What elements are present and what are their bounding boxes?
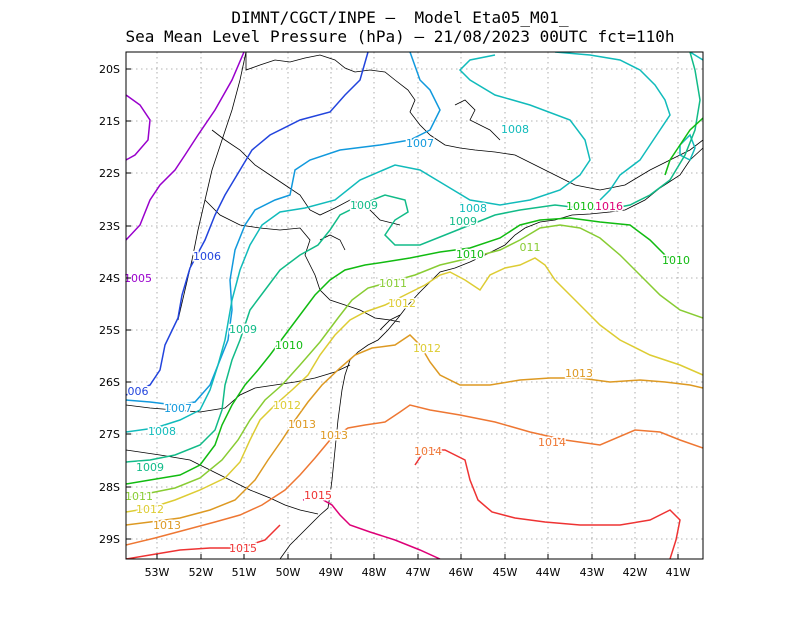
x-tick-label: 44W <box>536 566 561 579</box>
isobar-label-1013: 1013 <box>153 519 181 532</box>
isobar-1009 <box>126 52 701 463</box>
y-tick-label: 29S <box>99 533 120 546</box>
isobar-label-1012: 1012 <box>273 399 301 412</box>
isobar-1008 <box>126 52 703 433</box>
isobar-label-1014: 1014 <box>414 445 442 458</box>
isobar-label-1008: 1008 <box>501 123 529 136</box>
isobar-label-1006: 1006 <box>193 250 221 263</box>
isobar-1007 <box>126 52 441 406</box>
state-border-sc-pr <box>126 364 351 413</box>
y-tick-label: 23S <box>99 220 120 233</box>
x-tick-label: 50W <box>276 566 301 579</box>
isobar-label-1011: 1011 <box>379 277 407 290</box>
x-tick-label: 51W <box>232 566 257 579</box>
isobar-1011 <box>126 224 703 499</box>
isobar-label-1010: 1010 <box>566 200 594 213</box>
isobar-label-1009: 1009 <box>136 461 164 474</box>
isobar-1014 <box>126 404 703 546</box>
isobar-label-1007: 1007 <box>164 402 192 415</box>
isobar-1006 <box>126 52 369 396</box>
isobar-label-1008: 1008 <box>148 425 176 438</box>
state-border-pr-sp <box>204 199 401 323</box>
isobar-1005 <box>126 52 245 241</box>
y-tick-label: 24S <box>99 272 120 285</box>
isobar-label-1016: 1016 <box>595 200 623 213</box>
map-title-line-2: Sea Mean Level Pressure (hPa) – 21/08/20… <box>125 27 675 46</box>
x-tick-label: 49W <box>319 566 344 579</box>
state-border-rs-sc <box>126 449 319 515</box>
isobar-1016 <box>302 496 441 559</box>
isobar-label-1010: 1010 <box>662 254 690 267</box>
x-tick-label: 52W <box>189 566 214 579</box>
isobars <box>126 52 703 559</box>
lake-features <box>319 99 501 331</box>
x-tick-label: 48W <box>362 566 387 579</box>
map-title-line-1: DIMNT/CGCT/INPE – Model Eta05_M01_ <box>231 8 569 27</box>
state-border-north <box>245 52 431 136</box>
isobar-label-006: 006 <box>128 385 149 398</box>
y-tick-label: 26S <box>99 376 120 389</box>
map-frame <box>125 51 704 560</box>
y-tick-label: 28S <box>99 481 120 494</box>
isobar-label-1012: 1012 <box>136 503 164 516</box>
x-tick-label: 42W <box>623 566 648 579</box>
axis-ticks: 53W 52W 51W 50W 49W 48W 47W 46W 45W 44W 43W 42W 41W 2… <box>99 63 691 579</box>
isobar-1010 <box>126 117 703 485</box>
isobar-label-1013: 1013 <box>320 429 348 442</box>
x-tick-label: 41W <box>666 566 691 579</box>
isobar-label-1015: 1015 <box>304 489 332 502</box>
isobar-label-1012: 1012 <box>413 342 441 355</box>
isobar-1015 <box>126 449 681 559</box>
isobar-1013 <box>126 334 703 526</box>
x-tick-label: 47W <box>406 566 431 579</box>
y-tick-label: 21S <box>99 115 120 128</box>
isobar-label-1009: 1009 <box>449 215 477 228</box>
isobar-label-1009: 1009 <box>350 199 378 212</box>
isobar-label-1010: 1010 <box>456 248 484 261</box>
isobar-label-1008: 1008 <box>459 202 487 215</box>
y-tick-label: 27S <box>99 428 120 441</box>
isobar-label-1009: 1009 <box>229 323 257 336</box>
y-tick-label: 22S <box>99 167 120 180</box>
isobar-label-1015: 1015 <box>229 542 257 555</box>
isobar-label-1012: 1012 <box>388 297 416 310</box>
x-tick-label: 46W <box>449 566 474 579</box>
isobar-label-1007: 1007 <box>406 137 434 150</box>
isobar-label-1011: 1011 <box>125 490 153 503</box>
river-parana <box>177 52 247 321</box>
isobar-label-1013: 1013 <box>288 418 316 431</box>
isobar-1012 <box>126 257 703 513</box>
x-tick-label: 43W <box>580 566 605 579</box>
brazil-coastline <box>279 147 703 559</box>
y-tick-label: 20S <box>99 63 120 76</box>
x-tick-label: 53W <box>145 566 170 579</box>
state-border-mg-rj <box>429 134 703 191</box>
isobar-label-1010: 1010 <box>275 339 303 352</box>
isobar-label-1005: 1005 <box>124 272 152 285</box>
x-tick-label: 45W <box>493 566 518 579</box>
isobar-labels: 1005100600610071007100810081008100910091… <box>123 122 692 557</box>
isobar-label-1014: 1014 <box>538 436 566 449</box>
isobar-label-011: 011 <box>520 241 541 254</box>
isobar-label-1013: 1013 <box>565 367 593 380</box>
y-tick-label: 25S <box>99 324 120 337</box>
